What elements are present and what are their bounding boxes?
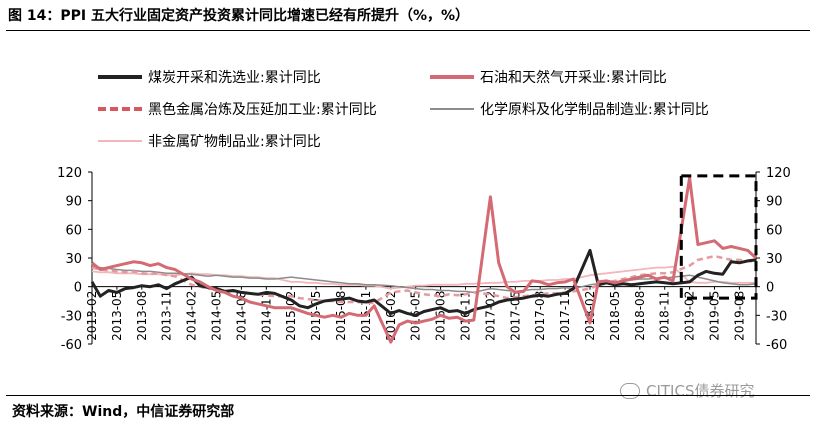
x-tick-label: 2018-11 (658, 291, 672, 341)
legend-label-nonmetal: 非金属矿物制品业:累计同比 (148, 134, 321, 150)
x-tick-label: 2019-02 (683, 291, 697, 341)
legend-label-chemical: 化学原料及化学制品制造业:累计同比 (480, 102, 709, 118)
wechat-icon (620, 382, 640, 399)
legend-item-ferrous: 黑色金属冶炼及压延加工业:累计同比 (98, 99, 377, 119)
y-tick-label-right: 0 (766, 281, 774, 296)
x-tick-label: 2014-11 (259, 291, 273, 341)
x-tick-label: 2017-08 (533, 291, 547, 341)
series-line-oil-gas (91, 176, 758, 344)
x-tick-label: 2017-11 (558, 291, 572, 341)
series-line-coal (90, 248, 757, 317)
y-tick-label-right: -30 (766, 309, 787, 324)
y-tick-label-left: 30 (65, 252, 82, 267)
x-tick-label: 2013-08 (135, 291, 149, 341)
series-line-nonmetal (91, 265, 756, 290)
x-tick-label: 2014-05 (210, 291, 224, 341)
legend-swatch-coal (98, 75, 142, 79)
source-rule (6, 395, 810, 396)
y-tick-label-right: 90 (766, 195, 783, 210)
series-line-chemical (91, 264, 757, 294)
y-tick-label-right: 120 (766, 166, 791, 181)
x-tick-label: 2017-05 (508, 291, 522, 341)
chart-overlay (679, 174, 758, 300)
y-tick-label-left: 60 (65, 223, 82, 238)
legend-swatch-chemical (430, 108, 474, 110)
x-tick-label: 2017-02 (483, 291, 497, 341)
legend-swatch-oil-gas (430, 75, 474, 79)
highlight-box (679, 174, 758, 300)
x-tick-label: 2018-08 (633, 291, 647, 341)
x-tick-label: 2019-08 (732, 291, 746, 341)
watermark-text: CITICS债券研究 (646, 382, 755, 400)
legend-item-chemical: 化学原料及化学制品制造业:累计同比 (430, 99, 709, 119)
source-note: 资料来源：Wind，中信证券研究部 (12, 404, 235, 420)
x-tick-label: 2019-05 (708, 291, 722, 341)
legend-swatch-nonmetal (98, 140, 142, 142)
y-tick-label-right: 30 (766, 252, 783, 267)
x-tick-label: 2018-05 (608, 291, 622, 341)
x-tick-label: 2013-05 (110, 291, 124, 341)
legend-label-coal: 煤炭开采和洗选业:累计同比 (148, 70, 321, 86)
x-tick-label: 2016-02 (384, 291, 398, 341)
x-tick-label: 2013-11 (160, 291, 174, 341)
chart-series (90, 176, 758, 344)
x-tick-label: 2016-11 (459, 291, 473, 341)
x-tick-label: 2014-08 (234, 291, 248, 341)
legend-item-coal: 煤炭开采和洗选业:累计同比 (98, 67, 321, 87)
legend-label-ferrous: 黑色金属冶炼及压延加工业:累计同比 (148, 102, 377, 118)
legend-label-oil-gas: 石油和天然气开采业:累计同比 (480, 70, 667, 86)
legend-swatch-ferrous (98, 107, 142, 111)
x-tick-label: 2013-02 (85, 291, 99, 341)
y-tick-label-left: -60 (61, 338, 82, 353)
y-tick-label-right: 60 (766, 223, 783, 238)
legend-item-oil-gas: 石油和天然气开采业:累计同比 (430, 67, 667, 87)
legend-item-nonmetal: 非金属矿物制品业:累计同比 (98, 131, 321, 151)
y-tick-label-left: 120 (57, 166, 82, 181)
title-rule (6, 30, 810, 31)
x-tick-label: 2014-02 (185, 291, 199, 341)
y-tick-label-right: -60 (766, 338, 787, 353)
y-tick-label-left: 0 (74, 281, 82, 296)
y-tick-label-left: -30 (61, 309, 82, 324)
y-tick-label-left: 90 (65, 195, 82, 210)
figure-title: 图 14：PPI 五大行业固定资产投资累计同比增速已经有所提升（%，%） (8, 8, 470, 24)
watermark: CITICS债券研究 (620, 380, 754, 401)
